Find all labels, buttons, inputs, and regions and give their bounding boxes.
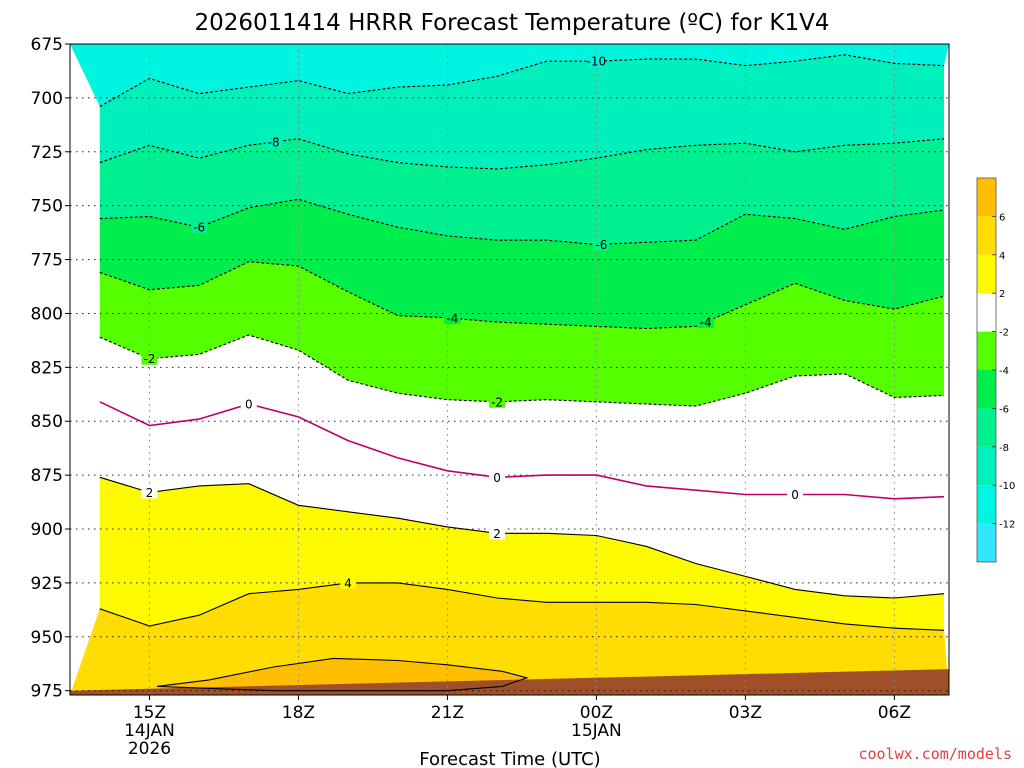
- temperature-band: [99, 54, 945, 169]
- contour-label: 0: [493, 471, 501, 485]
- x-tick-date: 15JAN: [571, 721, 622, 741]
- contour-label: -4: [446, 312, 458, 326]
- contour-label-layer: -10 -8 -6 -6 -4 -4 -2 -2 0 0 0 2 2 4: [141, 54, 804, 590]
- colorbar-label: 2: [999, 289, 1005, 300]
- y-tick-label: 950: [31, 628, 63, 648]
- contour-label: -6: [193, 221, 205, 235]
- y-tick-label: 725: [31, 143, 63, 163]
- contour-label: 0: [791, 488, 799, 502]
- contour-label-bg: [340, 575, 357, 589]
- contour-label-bg: [240, 396, 257, 410]
- colorbar-label: -4: [999, 366, 1009, 377]
- colorbar-swatch: [977, 293, 996, 332]
- y-tick-label: 825: [31, 358, 63, 378]
- x-tick-label: 15Z: [133, 703, 166, 723]
- contour-label-bg: [489, 526, 506, 540]
- contour-label: -6: [595, 238, 607, 252]
- x-tick-label: 03Z: [729, 703, 762, 723]
- contour-label-bg: [489, 470, 506, 484]
- contour-label: -2: [143, 352, 155, 366]
- colorbar-swatch: [977, 254, 996, 294]
- colorbar-label: 6: [999, 212, 1005, 223]
- temperature-band: [99, 477, 945, 631]
- colorbar-label: -12: [999, 520, 1015, 531]
- contour-label-bg: [489, 394, 506, 408]
- contour-label: -4: [700, 316, 712, 330]
- chart-title: 2026011414 HRRR Forecast Temperature (ºC…: [194, 10, 829, 36]
- contour-line: [99, 138, 945, 170]
- x-tick-label: 06Z: [878, 703, 911, 723]
- colorbar-swatch: [977, 523, 996, 562]
- contour-label: 2: [146, 486, 154, 500]
- colorbar-label: -6: [999, 404, 1009, 415]
- colorbar-swatch: [977, 370, 996, 409]
- x-tick-year: 2026: [128, 739, 171, 759]
- terrain-fill: [70, 669, 949, 695]
- contour-label: 4: [344, 576, 352, 590]
- contour-line: [99, 198, 945, 246]
- y-tick-label: 925: [31, 574, 63, 594]
- x-tick-label: 21Z: [431, 703, 464, 723]
- temperature-band: [99, 199, 945, 329]
- temperature-band: [70, 44, 949, 107]
- y-tick-label: 775: [31, 251, 63, 271]
- contour-label-bg: [191, 220, 208, 234]
- temperature-band: [99, 401, 945, 598]
- x-axis-label: Forecast Time (UTC): [419, 749, 600, 768]
- colorbar-swatch: [977, 331, 996, 370]
- y-tick-label: 800: [31, 304, 63, 324]
- colorbar: -12 -10 -8 -6 -4 -2 2 4 6: [976, 177, 1015, 563]
- colorbar-label: -8: [999, 443, 1009, 454]
- contour-line: [99, 261, 945, 330]
- colorbar-swatch: [977, 178, 996, 217]
- temperature-band: [99, 335, 945, 499]
- contour-label-bg: [141, 351, 158, 365]
- contour-line: [99, 54, 945, 107]
- x-tick-label: 00Z: [580, 703, 613, 723]
- contour-line: [99, 476, 945, 599]
- colorbar-swatch: [977, 408, 996, 447]
- contour-label-bg: [444, 311, 461, 325]
- contour-label-bg: [141, 485, 158, 499]
- temperature-band: [99, 138, 945, 245]
- temperature-fill-layer: [70, 44, 949, 695]
- y-tick-label: 900: [31, 520, 63, 540]
- contour-line: [99, 582, 945, 631]
- contour-label: -10: [587, 55, 607, 69]
- contour-label: 2: [493, 527, 501, 541]
- contour-label: -2: [491, 395, 503, 409]
- colorbar-swatch: [977, 485, 996, 524]
- contour-label: -8: [268, 136, 280, 150]
- y-tick-label: 675: [31, 35, 63, 55]
- colorbar-label: -2: [999, 328, 1009, 339]
- y-tick-label: 975: [31, 682, 63, 702]
- y-tick-label: 850: [31, 412, 63, 432]
- y-tick-label: 750: [31, 197, 63, 217]
- credit-text: coolwx.com/models: [858, 745, 1012, 763]
- contour-line-layer: [99, 54, 945, 692]
- y-tick-label: 700: [31, 89, 63, 109]
- plot-frame: [69, 43, 950, 696]
- colorbar-label: 4: [999, 251, 1005, 262]
- colorbar-swatch: [977, 216, 996, 255]
- axis-layer: 675 700 725 750 775 800 825 850 875 900 925 950 975 1…: [31, 35, 911, 759]
- x-tick-date: 14JAN: [124, 721, 175, 741]
- colorbar-label: -10: [999, 481, 1015, 492]
- contour-line: [99, 401, 945, 500]
- colorbar-swatch: [977, 446, 996, 486]
- x-tick-label: 18Z: [282, 703, 315, 723]
- contour-line-max: [156, 657, 529, 692]
- contour-label-bg: [787, 487, 804, 501]
- contour-label-bg: [265, 135, 282, 149]
- contour-label-bg: [593, 237, 610, 251]
- contour-label-bg: [588, 54, 605, 68]
- temperature-band: [99, 261, 945, 407]
- y-tick-label: 875: [31, 466, 63, 486]
- contour-label: 0: [245, 397, 253, 411]
- contour-label-bg: [697, 315, 714, 329]
